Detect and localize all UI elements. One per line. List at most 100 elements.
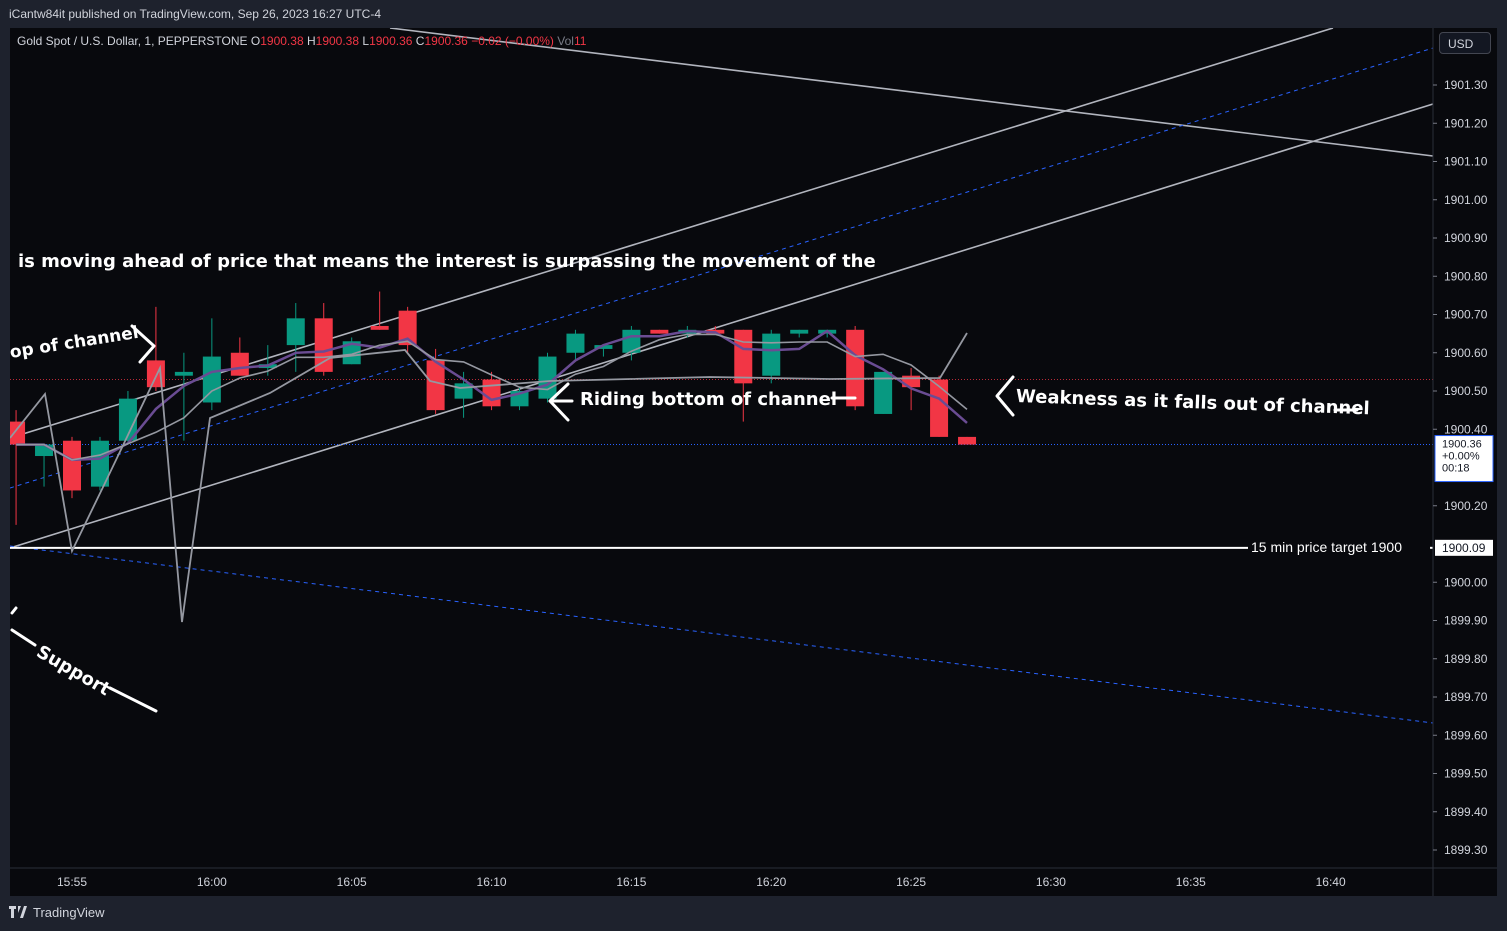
top-bar: iCantw84it published on TradingView.com,… [0, 0, 1507, 28]
y-tick-label: 1900.80 [1444, 269, 1488, 283]
riding-bottom-arrow-icon [548, 382, 574, 422]
candle-body [230, 352, 249, 376]
y-tick-label: 1899.70 [1444, 690, 1488, 704]
close-value: 1900.36 [424, 34, 468, 48]
low-label: L [362, 34, 370, 48]
annotation-top-text[interactable]: is moving ahead of price that means the … [18, 251, 876, 272]
y-tick-label: 1901.20 [1444, 116, 1488, 130]
currency-button[interactable]: USD [1439, 32, 1491, 54]
annotation-marks-layer [10, 324, 1359, 713]
candle-body [790, 329, 809, 334]
y-tick-label: 1900.90 [1444, 231, 1488, 245]
candle-body [286, 318, 305, 346]
symbol-legend[interactable]: Gold Spot / U.S. Dollar, 1, PEPPERSTONE … [17, 34, 586, 48]
high-value: 1900.38 [315, 34, 360, 48]
moving-average-slow [16, 333, 968, 461]
candle-body [426, 360, 445, 411]
current-price-change: +0.00% [1442, 451, 1480, 463]
candle-body [342, 341, 361, 365]
publish-info: iCantw84it published on TradingView.com,… [9, 7, 382, 21]
close-label: C [415, 34, 425, 48]
dashed-channel-mid-line [10, 47, 1434, 489]
y-tick-label: 1899.50 [1444, 767, 1488, 781]
candle-body [35, 444, 54, 457]
y-tick-label: 1900.70 [1444, 308, 1488, 322]
moving-averages-layer [10, 329, 968, 623]
support-arrow-start [10, 628, 37, 647]
x-tick-label: 16:20 [756, 875, 786, 889]
candle-body [594, 345, 613, 349]
y-tick-label: 1899.30 [1444, 843, 1488, 857]
lower-channel-line [10, 103, 1434, 549]
candle-body [650, 329, 669, 334]
chart-canvas[interactable]: 1901.30 1901.20 1901.10 1901.00 1900.90 1900.… [10, 28, 1497, 896]
change-value: −0.02 (−0.00%) [471, 34, 554, 48]
volume-value: 11 [573, 34, 587, 48]
y-tick-label: 1899.60 [1444, 728, 1488, 742]
x-tick-label: 16:00 [197, 875, 227, 889]
candle-body [370, 325, 389, 330]
x-tick-label: 16:30 [1036, 875, 1066, 889]
candle-body [398, 310, 417, 346]
volume-label: Vol [557, 34, 574, 48]
support-dash-left [10, 606, 18, 615]
y-tick-label: 1900.60 [1444, 346, 1488, 360]
y-tick-label: 1900.40 [1444, 422, 1488, 436]
candle-body [734, 329, 753, 384]
target-line-label[interactable]: 15 min price target 1900 [1251, 539, 1402, 555]
candle-body [762, 333, 781, 376]
time-axis: 15:55 16:00 16:05 16:10 16:15 16:20 16:25 16:30… [10, 867, 1497, 889]
candle-body [10, 421, 26, 445]
y-tick-label: 1900.20 [1444, 499, 1488, 513]
candle-body [314, 318, 333, 372]
y-tick-label: 1899.80 [1444, 652, 1488, 666]
dashed-support-line [10, 545, 1434, 724]
y-tick-label: 1900.00 [1444, 575, 1488, 589]
y-tick-label: 1901.30 [1444, 78, 1488, 92]
x-tick-label: 15:55 [57, 875, 87, 889]
candle-body [454, 383, 473, 399]
candle-body [538, 356, 557, 399]
price-axis: 1901.30 1901.20 1901.10 1901.00 1900.90 1900.… [1432, 28, 1497, 896]
x-tick-label: 16:40 [1316, 875, 1346, 889]
candle-body [902, 375, 921, 388]
descending-resistance-line [389, 28, 1434, 157]
candle-body [63, 440, 81, 491]
candles-layer [10, 291, 977, 525]
y-tick-label: 1899.90 [1444, 614, 1488, 628]
y-tick-label: 1899.40 [1444, 805, 1488, 819]
x-tick-label: 16:15 [616, 875, 646, 889]
open-label: O [250, 34, 261, 48]
target-price-badge: 1900.09 [1442, 541, 1486, 555]
current-price-value: 1900.36 [1442, 439, 1482, 451]
tradingview-logo-icon[interactable] [9, 906, 27, 918]
open-value: 1900.38 [260, 34, 304, 48]
target-price-badge-bg [1435, 539, 1493, 556]
y-tick-label: 1900.50 [1444, 384, 1488, 398]
chart-area[interactable]: 1901.30 1901.20 1901.10 1901.00 1900.90 1900.… [10, 28, 1497, 896]
candle-body [118, 398, 137, 441]
top-of-channel-arrow-icon [130, 324, 156, 364]
high-label: H [306, 34, 316, 48]
symbol-name[interactable]: Gold Spot / U.S. Dollar, 1, PEPPERSTONE [17, 34, 248, 48]
candle-body [174, 371, 193, 376]
moving-average-fast [16, 329, 968, 462]
tradingview-brand[interactable]: TradingView [33, 905, 105, 920]
x-tick-label: 16:10 [477, 875, 507, 889]
annotation-riding-bottom[interactable]: Riding bottom of channel [580, 389, 838, 410]
oscillator-overlay-line [10, 332, 968, 623]
candle-body [958, 436, 977, 445]
candle-body [846, 329, 865, 407]
candle-timer: 00:18 [1442, 463, 1470, 475]
low-value: 1900.36 [369, 34, 413, 48]
y-tick-label: 1901.00 [1444, 193, 1488, 207]
trend-lines-layer [10, 28, 1434, 724]
weakness-arrow-icon [995, 375, 1015, 417]
candle-body [90, 440, 109, 487]
x-tick-label: 16:35 [1176, 875, 1206, 889]
support-arrow-end [108, 686, 158, 713]
y-tick-label: 1901.10 [1444, 155, 1488, 169]
footer-bar: TradingView [0, 896, 1507, 931]
candle-body [482, 379, 501, 407]
x-tick-label: 16:05 [337, 875, 367, 889]
